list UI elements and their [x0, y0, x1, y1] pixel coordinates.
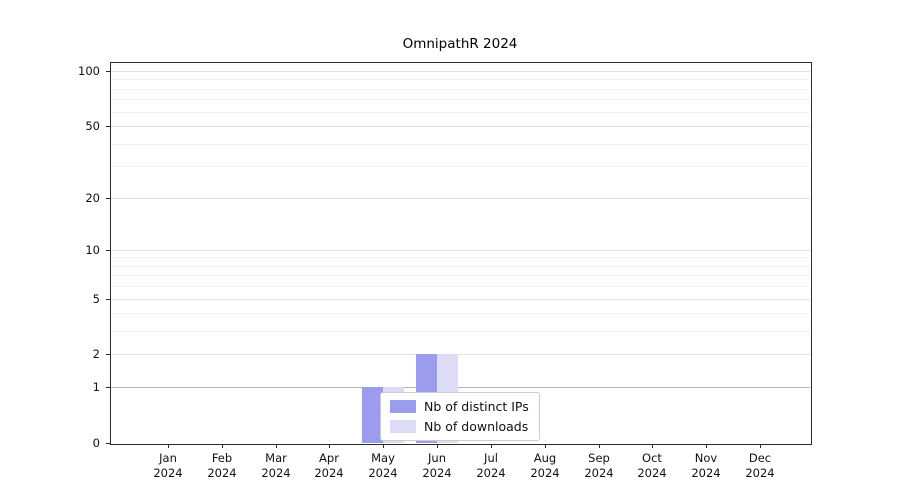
legend-label: Nb of downloads	[424, 419, 529, 434]
x-tick-line: Mar	[265, 451, 287, 465]
bar	[362, 387, 383, 443]
x-tick-line: Jun	[428, 451, 446, 465]
x-tick-label: Apr 2024	[305, 451, 353, 481]
y-tick-label: 0	[92, 436, 100, 450]
x-tick-label: Sep 2024	[575, 451, 623, 481]
x-tick-label: Jun 2024	[413, 451, 461, 481]
x-tick-line: 2024	[314, 466, 344, 481]
gridline	[110, 71, 810, 72]
gridline-major	[110, 387, 810, 388]
x-tick-line: Nov	[694, 451, 718, 465]
y-tickmark	[106, 387, 110, 388]
gridline	[110, 275, 810, 276]
x-tick-line: 2024	[261, 466, 291, 481]
x-tick-line: Aug	[533, 451, 557, 465]
x-tick-line: 2024	[422, 466, 452, 481]
gridline	[110, 166, 810, 167]
y-tickmark	[106, 71, 110, 72]
x-tick-label: Jan 2024	[144, 451, 192, 481]
gridline	[110, 299, 810, 300]
x-tick-line: Apr	[319, 451, 339, 465]
gridline	[110, 286, 810, 287]
gridline	[110, 266, 810, 267]
x-tick-line: May	[371, 451, 395, 465]
x-tickmark	[599, 444, 600, 448]
gridline	[110, 144, 810, 145]
legend-entry: Nb of distinct IPs	[390, 399, 529, 414]
y-tickmark	[106, 198, 110, 199]
gridline	[110, 112, 810, 113]
x-tick-line: 2024	[637, 466, 667, 481]
x-tick-line: 2024	[530, 466, 560, 481]
y-tick-label: 50	[85, 119, 100, 133]
x-tick-line: Jan	[159, 451, 177, 465]
x-tickmark	[168, 444, 169, 448]
x-tick-label: Oct 2024	[628, 451, 676, 481]
gridline	[110, 331, 810, 332]
x-tick-label: Nov 2024	[682, 451, 730, 481]
x-tick-line: 2024	[584, 466, 614, 481]
y-tick-label: 5	[92, 292, 100, 306]
x-tick-line: 2024	[368, 466, 398, 481]
x-tick-line: Sep	[588, 451, 610, 465]
legend-swatch	[390, 420, 416, 433]
x-tickmark	[222, 444, 223, 448]
x-tick-label: Aug 2024	[521, 451, 569, 481]
x-tick-label: Mar 2024	[252, 451, 300, 481]
y-tickmark	[106, 354, 110, 355]
y-tick-label: 20	[85, 191, 100, 205]
legend-label: Nb of distinct IPs	[424, 399, 529, 414]
y-tick-label: 2	[92, 347, 100, 361]
x-tickmark	[760, 444, 761, 448]
x-tick-label: Dec 2024	[736, 451, 784, 481]
x-tickmark	[652, 444, 653, 448]
y-tickmark	[106, 250, 110, 251]
gridline	[110, 89, 810, 90]
y-tickmark	[106, 443, 110, 444]
x-tickmark	[383, 444, 384, 448]
x-tickmark	[329, 444, 330, 448]
x-tick-line: Jul	[484, 451, 498, 465]
x-tickmark	[545, 444, 546, 448]
x-tick-line: 2024	[691, 466, 721, 481]
gridline	[110, 257, 810, 258]
x-tick-line: 2024	[745, 466, 775, 481]
x-tickmark	[276, 444, 277, 448]
x-tick-line: 2024	[476, 466, 506, 481]
y-tick-label: 100	[78, 64, 100, 78]
chart-title: OmnipathR 2024	[402, 36, 518, 52]
x-tick-line: 2024	[153, 466, 183, 481]
gridline	[110, 99, 810, 100]
x-tick-line: Dec	[748, 451, 772, 465]
x-tick-line: 2024	[207, 466, 237, 481]
gridline	[110, 198, 810, 199]
gridline	[110, 79, 810, 80]
gridline	[110, 126, 810, 127]
x-tick-line: Oct	[642, 451, 662, 465]
x-tick-label: Jul 2024	[467, 451, 515, 481]
legend: Nb of distinct IPs Nb of downloads	[380, 392, 540, 441]
x-tick-label: Feb 2024	[198, 451, 246, 481]
gridline	[110, 354, 810, 355]
x-tickmark	[706, 444, 707, 448]
y-tick-label: 1	[92, 380, 100, 394]
x-tickmark	[491, 444, 492, 448]
y-tickmark	[106, 126, 110, 127]
x-tick-label: May 2024	[359, 451, 407, 481]
legend-entry: Nb of downloads	[390, 419, 529, 434]
y-tickmark	[106, 299, 110, 300]
gridline	[110, 250, 810, 251]
gridline	[110, 313, 810, 314]
y-tick-label: 10	[85, 243, 100, 257]
x-tick-line: Feb	[211, 451, 233, 465]
legend-swatch	[390, 400, 416, 413]
x-tickmark	[437, 444, 438, 448]
